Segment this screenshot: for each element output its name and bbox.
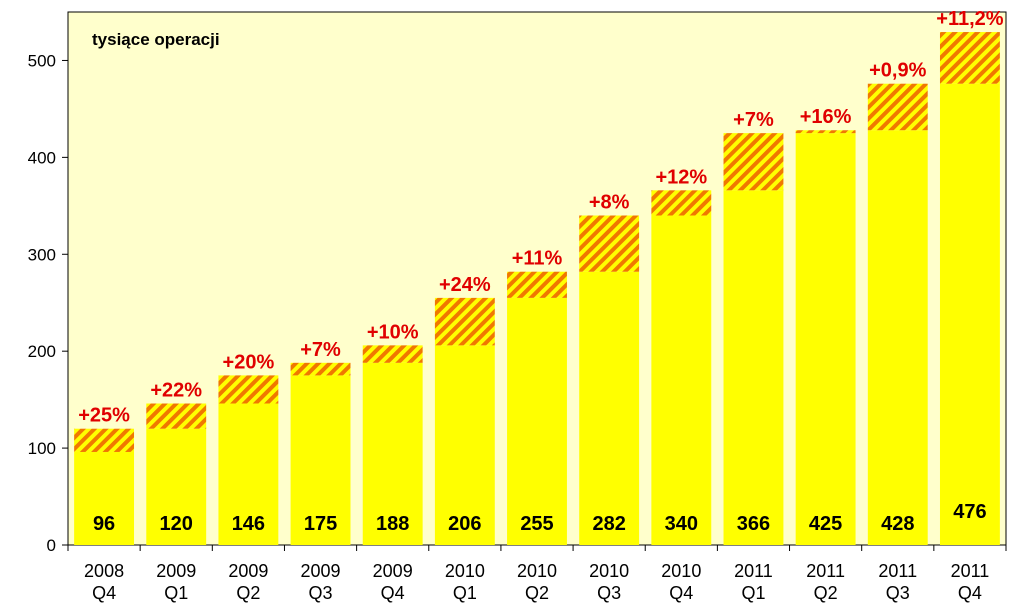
x-tick-label-quarter: Q2 bbox=[525, 583, 549, 603]
value-label: 255 bbox=[520, 513, 553, 535]
x-tick-label-year: 2009 bbox=[156, 561, 196, 581]
x-tick-label-quarter: Q1 bbox=[453, 583, 477, 603]
y-tick-label: 300 bbox=[28, 245, 56, 264]
x-tick-label-quarter: Q1 bbox=[164, 583, 188, 603]
bar bbox=[867, 130, 928, 545]
bar-increment bbox=[939, 32, 1000, 84]
bar bbox=[939, 83, 1000, 545]
x-tick-label-year: 2008 bbox=[84, 561, 124, 581]
value-label: 188 bbox=[376, 513, 409, 535]
x-tick-label-quarter: Q2 bbox=[814, 583, 838, 603]
x-tick-label-year: 2011 bbox=[734, 561, 773, 581]
growth-label: +25% bbox=[78, 405, 130, 427]
bar bbox=[579, 271, 640, 545]
unit-label: tysiące operacji bbox=[92, 30, 220, 49]
bar bbox=[651, 215, 712, 545]
x-tick-label-year: 2009 bbox=[228, 561, 268, 581]
y-tick-label: 100 bbox=[28, 439, 56, 458]
y-tick-label: 0 bbox=[47, 536, 56, 555]
growth-label: +8% bbox=[589, 192, 630, 214]
growth-label: +12% bbox=[655, 166, 707, 188]
value-label: 425 bbox=[809, 513, 842, 535]
x-tick-label-quarter: Q2 bbox=[236, 583, 260, 603]
x-tick-label-quarter: Q3 bbox=[597, 583, 621, 603]
bar-increment bbox=[146, 403, 207, 429]
x-tick-label-year: 2010 bbox=[589, 561, 629, 581]
bar-increment bbox=[723, 133, 784, 191]
bar bbox=[723, 190, 784, 545]
value-label: 366 bbox=[737, 513, 770, 535]
bar bbox=[146, 428, 207, 545]
y-axis: 0 100 200 300 400 500 bbox=[28, 12, 69, 555]
x-tick-label-year: 2011 bbox=[806, 561, 845, 581]
x-tick-label-quarter: Q4 bbox=[958, 583, 982, 603]
x-tick-label-quarter: Q3 bbox=[886, 583, 910, 603]
growth-label: +16% bbox=[800, 106, 852, 128]
value-label: 428 bbox=[881, 513, 914, 535]
growth-label: +24% bbox=[439, 274, 491, 296]
x-axis: 2008Q42009Q12009Q22009Q32009Q42010Q12010… bbox=[67, 544, 1007, 603]
bar-increment bbox=[651, 190, 712, 216]
growth-label: +0,9% bbox=[869, 60, 926, 82]
growth-label: +10% bbox=[367, 321, 419, 343]
growth-label: +11% bbox=[512, 248, 563, 270]
value-label: 175 bbox=[304, 513, 337, 535]
bar-increment bbox=[507, 271, 567, 298]
bar-increment bbox=[290, 362, 351, 376]
bar-increment bbox=[218, 375, 279, 404]
x-tick-label-quarter: Q1 bbox=[741, 583, 765, 603]
y-tick-label: 200 bbox=[28, 342, 56, 361]
growth-label: +20% bbox=[223, 351, 275, 373]
value-label: 476 bbox=[953, 501, 986, 523]
x-tick-label-year: 2009 bbox=[373, 561, 413, 581]
data-labels: 96 +25% 120 +22% 146 +20% 175 +7% 188 +10% 206 +24%… bbox=[78, 8, 1004, 535]
bar-increment bbox=[579, 215, 640, 272]
bar bbox=[434, 345, 495, 545]
bar bbox=[290, 375, 351, 545]
bars bbox=[74, 32, 1000, 546]
x-tick-label-year: 2010 bbox=[517, 561, 557, 581]
y-tick-label: 400 bbox=[28, 148, 56, 167]
bar-increment bbox=[434, 297, 495, 346]
growth-label: +7% bbox=[733, 109, 774, 131]
value-label: 146 bbox=[232, 513, 265, 535]
bar-increment bbox=[362, 345, 423, 363]
x-tick-label-year: 2010 bbox=[661, 561, 701, 581]
x-tick-label-quarter: Q3 bbox=[309, 583, 333, 603]
bar-increment bbox=[867, 83, 928, 131]
x-tick-label-quarter: Q4 bbox=[669, 583, 693, 603]
x-tick-label-quarter: Q4 bbox=[92, 583, 116, 603]
bar bbox=[362, 362, 423, 545]
bar-increment bbox=[795, 130, 856, 134]
x-tick-label-year: 2009 bbox=[301, 561, 341, 581]
growth-label: +7% bbox=[300, 339, 341, 361]
growth-label: +11,2% bbox=[936, 8, 1004, 30]
value-label: 120 bbox=[160, 513, 193, 535]
value-label: 282 bbox=[592, 513, 625, 535]
x-tick-label-year: 2011 bbox=[951, 561, 990, 581]
bar bbox=[218, 403, 279, 545]
x-tick-label-quarter: Q4 bbox=[381, 583, 405, 603]
value-label: 206 bbox=[448, 513, 481, 535]
bar bbox=[74, 451, 135, 545]
value-label: 340 bbox=[665, 513, 698, 535]
bar bbox=[507, 297, 567, 545]
growth-label: +22% bbox=[150, 380, 202, 402]
x-tick-label-year: 2011 bbox=[878, 561, 917, 581]
bar-increment bbox=[74, 428, 135, 452]
value-label: 96 bbox=[93, 513, 115, 535]
y-tick-label: 500 bbox=[28, 51, 56, 70]
x-tick-label-year: 2010 bbox=[445, 561, 485, 581]
bar bbox=[795, 133, 856, 546]
